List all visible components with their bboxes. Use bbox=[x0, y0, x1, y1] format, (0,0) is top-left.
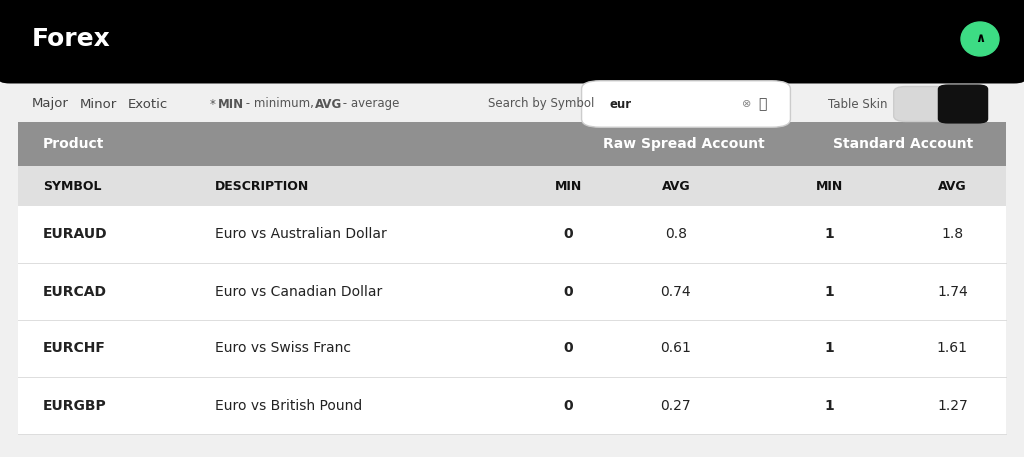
Text: ⊗: ⊗ bbox=[742, 99, 752, 109]
Text: - average: - average bbox=[339, 97, 399, 111]
Text: Euro vs British Pound: Euro vs British Pound bbox=[215, 399, 362, 413]
Text: 1.8: 1.8 bbox=[941, 228, 964, 241]
Text: ⌕: ⌕ bbox=[758, 97, 766, 111]
Text: 0: 0 bbox=[563, 341, 573, 356]
Text: Product: Product bbox=[43, 137, 104, 151]
Text: Major: Major bbox=[32, 97, 69, 111]
Text: AVG: AVG bbox=[662, 180, 690, 192]
Text: SYMBOL: SYMBOL bbox=[43, 180, 101, 192]
Text: EURCAD: EURCAD bbox=[43, 285, 108, 298]
Ellipse shape bbox=[961, 22, 999, 56]
Text: Standard Account: Standard Account bbox=[834, 137, 973, 151]
Text: MIN: MIN bbox=[555, 180, 582, 192]
Text: MIN: MIN bbox=[816, 180, 843, 192]
Text: Raw Spread Account: Raw Spread Account bbox=[603, 137, 765, 151]
Text: 0.74: 0.74 bbox=[660, 285, 691, 298]
Text: 0: 0 bbox=[563, 228, 573, 241]
Text: Table Skin: Table Skin bbox=[828, 97, 888, 111]
Text: AVG: AVG bbox=[315, 97, 342, 111]
Text: eur: eur bbox=[610, 97, 632, 111]
Text: Euro vs Swiss Franc: Euro vs Swiss Franc bbox=[215, 341, 351, 356]
Text: MIN: MIN bbox=[218, 97, 244, 111]
Text: Minor: Minor bbox=[80, 97, 118, 111]
FancyBboxPatch shape bbox=[0, 0, 1024, 84]
Text: 0.8: 0.8 bbox=[665, 228, 687, 241]
Bar bbox=[18, 263, 1006, 320]
Text: 0: 0 bbox=[563, 285, 573, 298]
Text: EURAUD: EURAUD bbox=[43, 228, 108, 241]
Text: 0: 0 bbox=[563, 399, 573, 413]
FancyBboxPatch shape bbox=[938, 85, 988, 123]
Text: Euro vs Canadian Dollar: Euro vs Canadian Dollar bbox=[215, 285, 382, 298]
Bar bbox=[18, 122, 1006, 166]
Text: 1: 1 bbox=[824, 341, 835, 356]
Text: Euro vs Australian Dollar: Euro vs Australian Dollar bbox=[215, 228, 387, 241]
Bar bbox=[18, 166, 1006, 206]
Text: EURCHF: EURCHF bbox=[43, 341, 105, 356]
Text: 0.61: 0.61 bbox=[660, 341, 691, 356]
Text: 1: 1 bbox=[824, 285, 835, 298]
Text: DESCRIPTION: DESCRIPTION bbox=[215, 180, 309, 192]
Text: Exotic: Exotic bbox=[128, 97, 168, 111]
Text: 0.27: 0.27 bbox=[660, 399, 691, 413]
Text: - minimum,: - minimum, bbox=[242, 97, 317, 111]
Bar bbox=[18, 377, 1006, 434]
Text: 1: 1 bbox=[824, 399, 835, 413]
Bar bbox=[18, 320, 1006, 377]
Text: 1.74: 1.74 bbox=[937, 285, 968, 298]
Text: 1.61: 1.61 bbox=[937, 341, 968, 356]
Bar bbox=[18, 206, 1006, 263]
Text: AVG: AVG bbox=[938, 180, 967, 192]
Text: ∧: ∧ bbox=[975, 32, 985, 44]
Text: Search by Symbol: Search by Symbol bbox=[488, 97, 594, 111]
Text: EURGBP: EURGBP bbox=[43, 399, 106, 413]
FancyBboxPatch shape bbox=[894, 86, 956, 122]
Text: *: * bbox=[210, 97, 219, 111]
Text: 1.27: 1.27 bbox=[937, 399, 968, 413]
Text: Forex: Forex bbox=[32, 27, 111, 51]
Text: 1: 1 bbox=[824, 228, 835, 241]
FancyBboxPatch shape bbox=[582, 81, 791, 127]
